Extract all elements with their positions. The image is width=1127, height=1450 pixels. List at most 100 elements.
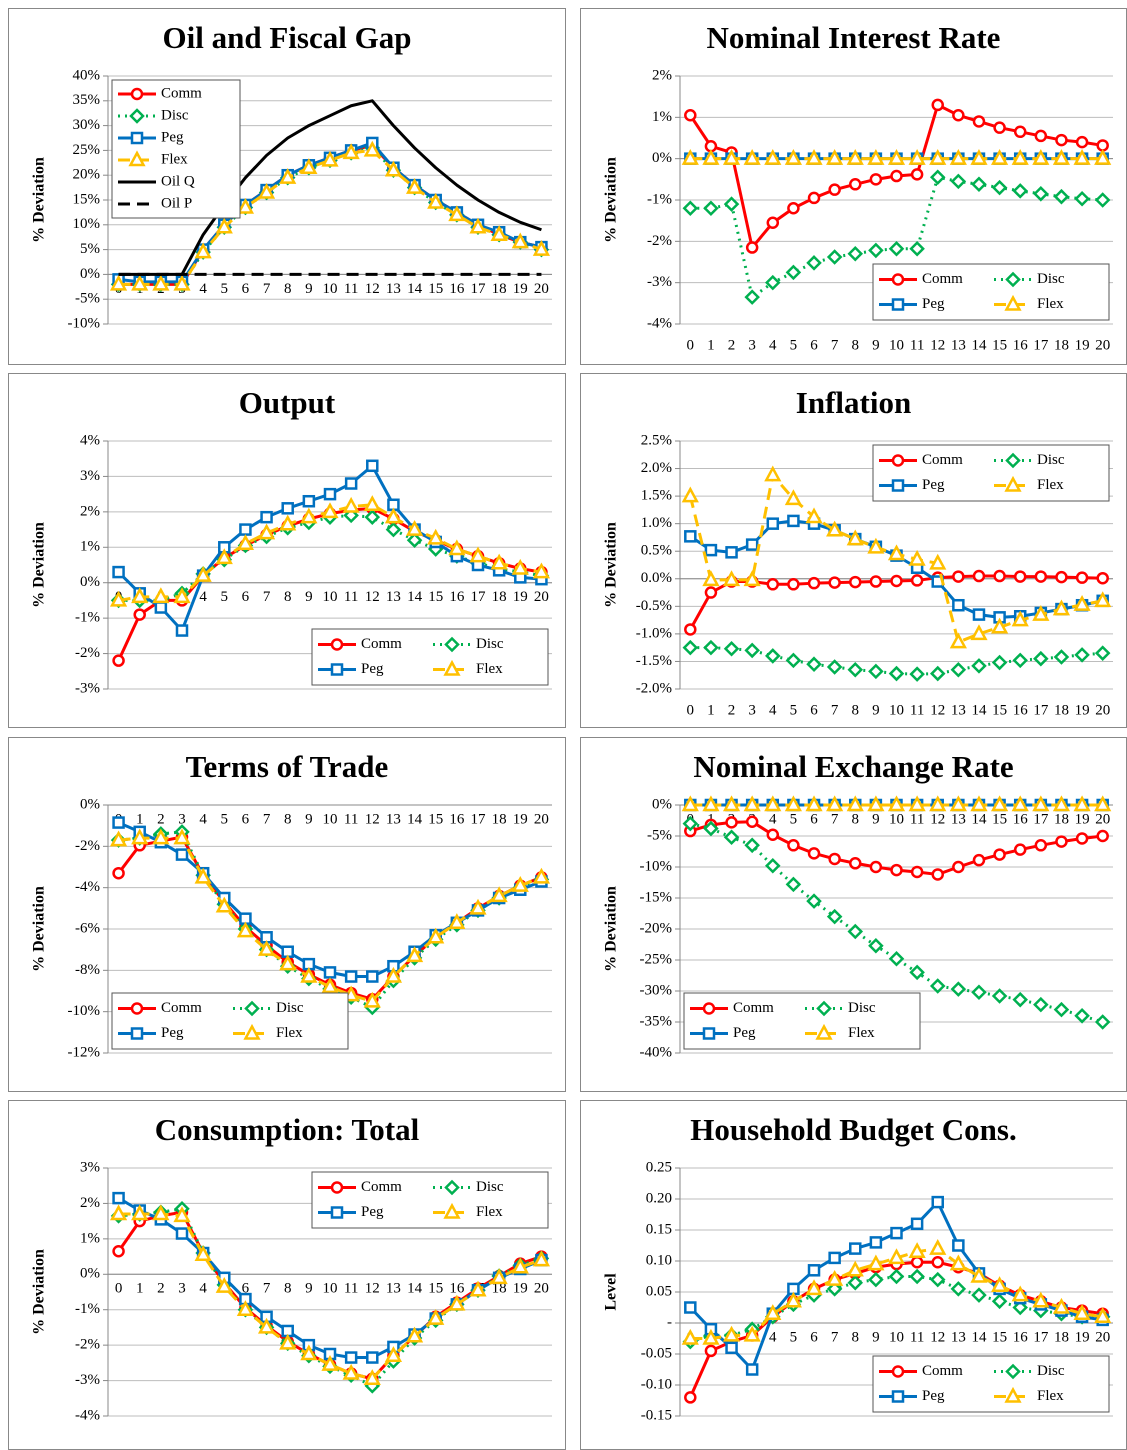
x-tick-label: 3 [178, 811, 186, 827]
marker [109, 590, 128, 607]
marker [849, 1242, 862, 1255]
x-tick-label: 18 [492, 281, 507, 297]
legend-label: Oil P [161, 195, 192, 211]
marker [1032, 604, 1050, 621]
marker [1053, 188, 1070, 205]
legend [872, 444, 1110, 502]
x-tick-label: 11 [344, 281, 358, 297]
x-tick-label: 20 [534, 589, 549, 605]
x-tick-label: 17 [1033, 1329, 1049, 1345]
y-tick-label: 0.25 [646, 1159, 672, 1175]
y-tick-label: 20% [73, 167, 101, 183]
marker [1094, 1014, 1111, 1030]
marker [888, 665, 905, 682]
x-tick-label: 16 [449, 589, 465, 605]
x-tick-label: 10 [889, 337, 904, 353]
x-tick-label: 19 [513, 281, 528, 297]
marker [112, 866, 125, 880]
marker [1075, 135, 1089, 149]
y-tick-label: -35% [640, 1013, 673, 1029]
x-tick-label: 10 [323, 1281, 338, 1297]
marker [744, 642, 760, 659]
marker [443, 659, 461, 676]
y-tick-label: 1% [80, 539, 100, 555]
marker [194, 867, 212, 884]
y-tick-label: 0.15 [646, 1221, 672, 1237]
x-tick-label: 15 [992, 702, 1007, 718]
marker [384, 966, 403, 983]
x-tick-label: 1 [136, 811, 144, 827]
marker [448, 539, 466, 556]
marker [448, 913, 466, 930]
marker [300, 966, 318, 983]
marker [950, 981, 967, 997]
marker [1073, 595, 1091, 611]
x-tick-label: 7 [263, 1281, 271, 1297]
x-tick-label: 20 [1095, 337, 1110, 353]
marker [239, 523, 252, 536]
marker [972, 569, 986, 583]
marker [846, 149, 864, 165]
x-tick-label: 8 [852, 702, 860, 718]
marker [765, 274, 781, 291]
marker [131, 274, 149, 291]
marker [723, 196, 740, 212]
legend-label: Comm [922, 271, 963, 287]
marker [109, 274, 128, 291]
marker [344, 477, 358, 490]
legend-label: Disc [276, 1000, 304, 1016]
x-tick-label: 6 [242, 811, 250, 827]
x-tick-label: 5 [221, 281, 229, 297]
marker [681, 149, 699, 165]
marker [511, 232, 529, 249]
marker [1034, 839, 1048, 852]
marker [1012, 991, 1028, 1008]
y-tick-label: -10% [68, 315, 101, 331]
marker [970, 149, 988, 165]
marker [868, 1271, 884, 1288]
x-tick-label: 6 [810, 811, 818, 827]
legend [111, 79, 241, 219]
marker [112, 1191, 125, 1205]
marker [826, 908, 843, 925]
x-tick-label: 20 [1095, 702, 1110, 718]
x-tick-label: 18 [1054, 337, 1069, 353]
legend [872, 263, 1110, 321]
marker [722, 1325, 741, 1342]
marker [847, 1274, 864, 1291]
marker [175, 848, 189, 861]
marker [1011, 795, 1029, 812]
marker [1032, 1291, 1050, 1308]
legend-label: Comm [161, 85, 202, 101]
marker [970, 795, 988, 812]
series-line [118, 99, 542, 276]
marker [743, 1325, 761, 1342]
x-tick-label: 11 [910, 1329, 924, 1345]
marker [109, 830, 128, 847]
x-tick-label: 19 [1075, 702, 1090, 718]
chart-title: Oil and Fiscal Gap [163, 20, 412, 55]
marker [806, 656, 822, 672]
y-tick-label: -2.0% [636, 680, 672, 696]
marker [1053, 649, 1070, 665]
x-tick-label: 9 [305, 811, 313, 827]
legend-label: Comm [733, 1000, 774, 1016]
marker [243, 1023, 261, 1040]
marker [1073, 149, 1091, 165]
legend-label: Flex [1037, 477, 1064, 493]
marker [532, 867, 551, 884]
x-tick-label: 14 [971, 811, 987, 827]
y-tick-label: 30% [73, 117, 101, 133]
marker [405, 1326, 424, 1343]
marker [991, 654, 1008, 671]
x-tick-label: 15 [428, 281, 443, 297]
marker [868, 663, 884, 680]
x-tick-label: 7 [263, 811, 271, 827]
marker [443, 1202, 461, 1219]
marker [175, 624, 189, 637]
marker [784, 489, 803, 506]
marker [745, 538, 759, 551]
x-tick-label: 5 [790, 702, 798, 718]
marker [1094, 192, 1111, 208]
marker [323, 966, 337, 979]
